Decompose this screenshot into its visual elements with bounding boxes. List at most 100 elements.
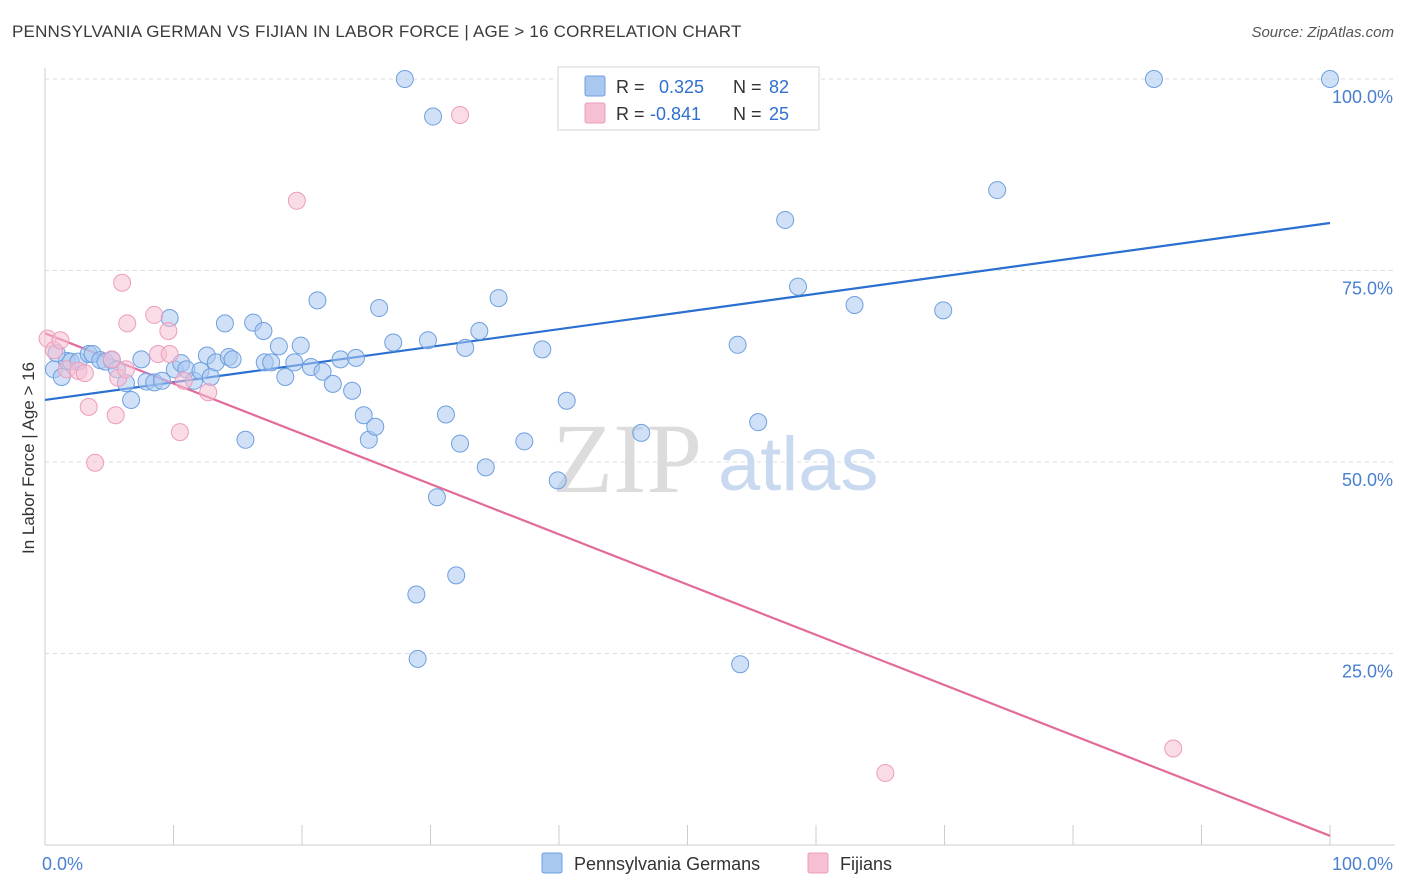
grid-lines [45,78,1395,654]
legend-label-pennsylvania-germans: Pennsylvania Germans [574,854,760,874]
point-fijians [145,305,164,324]
stats-swatch-blue [584,75,606,97]
point-pennsylvania-germans [515,432,534,451]
point-pennsylvania-germans [988,181,1007,200]
y-tick-labels: 25.0% 50.0% 75.0% 100.0% [1332,87,1393,682]
point-pennsylvania-germans [789,277,808,296]
point-pennsylvania-germans [557,391,576,410]
point-pennsylvania-germans [132,350,151,369]
point-pennsylvania-germans [122,390,141,409]
point-fijians [876,763,895,782]
point-pennsylvania-germans [236,430,255,449]
stats-n-label-pink: N = [733,104,762,124]
watermark-atlas: atlas [718,422,879,507]
point-pennsylvania-germans [269,337,288,356]
point-fijians [116,360,135,379]
data-points [38,70,1339,782]
x-tick-label: 100.0% [1332,854,1393,874]
point-pennsylvania-germans [470,322,489,341]
point-fijians [113,273,132,292]
stats-r-label-pink: R = [616,104,645,124]
x-tick-labels: 0.0% 100.0% [42,854,1393,874]
point-fijians [174,371,193,390]
x-tick-label: 0.0% [42,854,83,874]
point-fijians [170,423,189,442]
trend-line-fijians [44,332,1331,837]
point-pennsylvania-germans [749,413,768,432]
point-fijians [75,364,94,383]
point-pennsylvania-germans [152,371,171,390]
chart-source: Source: ZipAtlas.com [1251,24,1394,41]
legend-label-fijians: Fijians [840,854,892,874]
point-pennsylvania-germans [424,107,443,126]
point-pennsylvania-germans [313,362,332,381]
watermark-zip: ZIP [552,403,702,514]
chart-legend: Pennsylvania Germans Fijians [541,852,892,874]
point-pennsylvania-germans [285,353,304,372]
point-fijians [79,397,98,416]
point-pennsylvania-germans [427,488,446,507]
point-fijians [287,191,306,210]
stats-r-value-pink: -0.841 [650,104,701,124]
stats-n-value-pink: 25 [769,104,789,124]
point-pennsylvania-germans [291,336,310,355]
point-pennsylvania-germans [447,566,466,585]
point-pennsylvania-germans [223,350,242,369]
point-pennsylvania-germans [489,289,508,308]
point-pennsylvania-germans [456,338,475,357]
point-pennsylvania-germans [366,417,385,436]
point-pennsylvania-germans [934,301,953,320]
trend-lines [44,221,1331,837]
point-pennsylvania-germans [262,353,281,372]
stats-n-value-blue: 82 [769,77,789,97]
point-pennsylvania-germans [331,350,350,369]
point-pennsylvania-germans [418,331,437,350]
chart-title: PENNSYLVANIA GERMAN VS FIJIAN IN LABOR F… [12,22,742,41]
point-pennsylvania-germans [436,405,455,424]
point-pennsylvania-germans [370,299,389,318]
point-pennsylvania-germans [407,585,426,604]
axes [44,68,1395,846]
point-fijians [102,350,121,369]
point-pennsylvania-germans [728,335,747,354]
point-pennsylvania-germans [845,295,864,314]
point-pennsylvania-germans [254,322,273,341]
point-pennsylvania-germans [533,340,552,359]
point-pennsylvania-germans [731,655,750,674]
point-fijians [118,314,137,333]
point-fijians [451,106,470,125]
point-pennsylvania-germans [346,348,365,367]
point-fijians [86,453,105,472]
point-pennsylvania-germans [384,333,403,352]
point-pennsylvania-germans [632,423,651,442]
trend-line-pennsylvania-germans [44,221,1331,402]
legend-swatch-fijians [807,852,829,874]
stats-r-label-blue: R = [616,77,645,97]
point-pennsylvania-germans [1144,70,1163,88]
point-fijians [51,331,70,350]
point-pennsylvania-germans [308,291,327,310]
stats-swatch-pink [584,102,606,124]
point-pennsylvania-germans [323,374,342,393]
y-tick-label: 50.0% [1342,470,1393,490]
point-fijians [159,322,178,341]
stats-n-label-blue: N = [733,77,762,97]
watermark: ZIP atlas [552,403,879,514]
point-pennsylvania-germans [548,471,567,490]
point-pennsylvania-germans [476,458,495,477]
point-pennsylvania-germans [215,314,234,333]
point-fijians [106,406,125,425]
y-tick-label: 25.0% [1342,662,1393,682]
point-fijians [199,383,218,402]
point-fijians [160,344,179,363]
y-tick-label: 100.0% [1332,87,1393,107]
point-pennsylvania-germans [395,70,414,88]
point-fijians [1164,739,1183,758]
point-pennsylvania-germans [1321,70,1339,88]
y-tick-label: 75.0% [1342,279,1393,299]
point-pennsylvania-germans [343,381,362,400]
stats-legend-box: R = 0.325 N = 82 R = -0.841 N = 25 [557,66,820,131]
legend-swatch-pennsylvania-germans [541,852,563,874]
stats-r-value-blue: 0.325 [659,77,704,97]
